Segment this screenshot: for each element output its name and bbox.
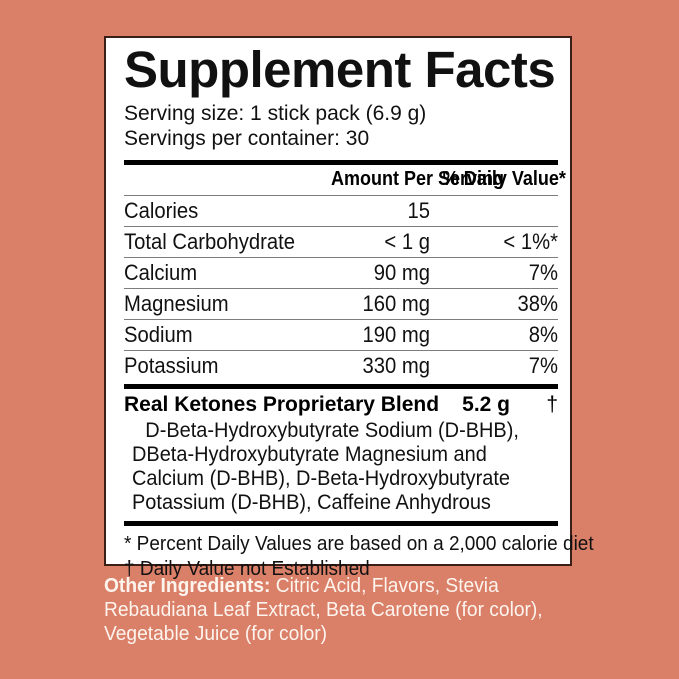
blend-amount: 5.2 g [462,393,510,416]
nutrition-rows: Calories 15 [124,196,558,226]
footnote-daily-values: * Percent Daily Values are based on a 2,… [124,533,594,555]
row-rule [124,226,558,227]
row-daily-value: 8% [528,322,558,347]
table-header-row: Amount Per Serving % Daily Value* [124,165,566,195]
blend-top-rule [124,384,558,389]
row-amount: 90 mg [373,260,430,285]
header-name [144,165,320,195]
row-daily-value: 38% [517,291,558,316]
servings-per-container: Servings per container: 30 [124,127,370,150]
footnote-top-rule [124,521,558,526]
row-name: Calcium [124,260,198,285]
nutrition-rows: Total Carbohydrate < 1 g < 1%* [124,227,558,257]
row-rule [124,257,558,258]
blend-title: Real Ketones Proprietary Blend [124,393,440,416]
blend-ingredients: D-Beta-Hydroxybutyrate Sodium (D-BHB), D… [132,419,519,514]
row-amount: 15 [407,198,430,223]
row-name: Calories [124,198,199,223]
panel-inner: Supplement Facts Serving size: 1 stick p… [124,41,594,582]
row-amount: < 1 g [384,229,430,254]
proprietary-blend-header: Real Ketones Proprietary Blend 5.2 g † [124,392,558,419]
table-top-rule [124,160,558,165]
row-daily-value: < 1%* [503,229,558,254]
blend-dagger-symbol: † [546,393,558,416]
table-row: Magnesium 160 mg 38% [124,289,558,319]
serving-info: Serving size: 1 stick pack (6.9 g) Servi… [124,101,558,151]
other-ingredients: Other Ingredients: Citric Acid, Flavors,… [104,574,584,646]
nutrition-rows: Sodium 190 mg 8% [124,320,558,350]
table-row: Total Carbohydrate < 1 g < 1%* [124,227,558,257]
nutrition-rows: Magnesium 160 mg 38% [124,289,558,319]
row-name: Magnesium [124,291,229,316]
header-amount-per-serving: Amount Per Serving [331,168,505,190]
row-daily-value: 7% [528,260,558,285]
table-row: Sodium 190 mg 8% [124,320,558,350]
row-rule [124,288,558,289]
other-ingredients-label: Other Ingredients: [104,575,271,597]
row-name: Sodium [124,322,193,347]
row-daily-value [440,196,558,226]
row-rule [124,350,558,351]
footnote-dagger: † Daily Value not Established [124,558,370,580]
nutrition-table: Amount Per Serving % Daily Value* [124,165,566,195]
other-ingredients-text: Citric Acid, Flavors, Stevia Rebaudiana … [104,575,543,645]
page-title: Supplement Facts [124,41,556,98]
spacer [124,151,558,160]
row-name: Total Carbohydrate [124,229,296,254]
supplement-facts-panel: Supplement Facts Serving size: 1 stick p… [104,36,594,580]
nutrition-rows: Potassium 330 mg 7% [124,351,558,381]
row-rule [124,319,558,320]
row-amount: 330 mg [362,353,430,378]
table-row: Calories 15 [124,196,558,226]
table-row: Potassium 330 mg 7% [124,351,558,381]
serving-size: Serving size: 1 stick pack (6.9 g) [124,102,427,125]
row-amount: 160 mg [362,291,430,316]
row-amount: 190 mg [362,322,430,347]
footnotes: * Percent Daily Values are based on a 2,… [124,526,594,582]
header-daily-value: % Daily Value* [442,168,566,190]
nutrition-rows: Calcium 90 mg 7% [124,258,558,288]
header-separator-rule [124,195,558,196]
row-daily-value: 7% [528,353,558,378]
row-name: Potassium [124,353,219,378]
table-row: Calcium 90 mg 7% [124,258,558,288]
